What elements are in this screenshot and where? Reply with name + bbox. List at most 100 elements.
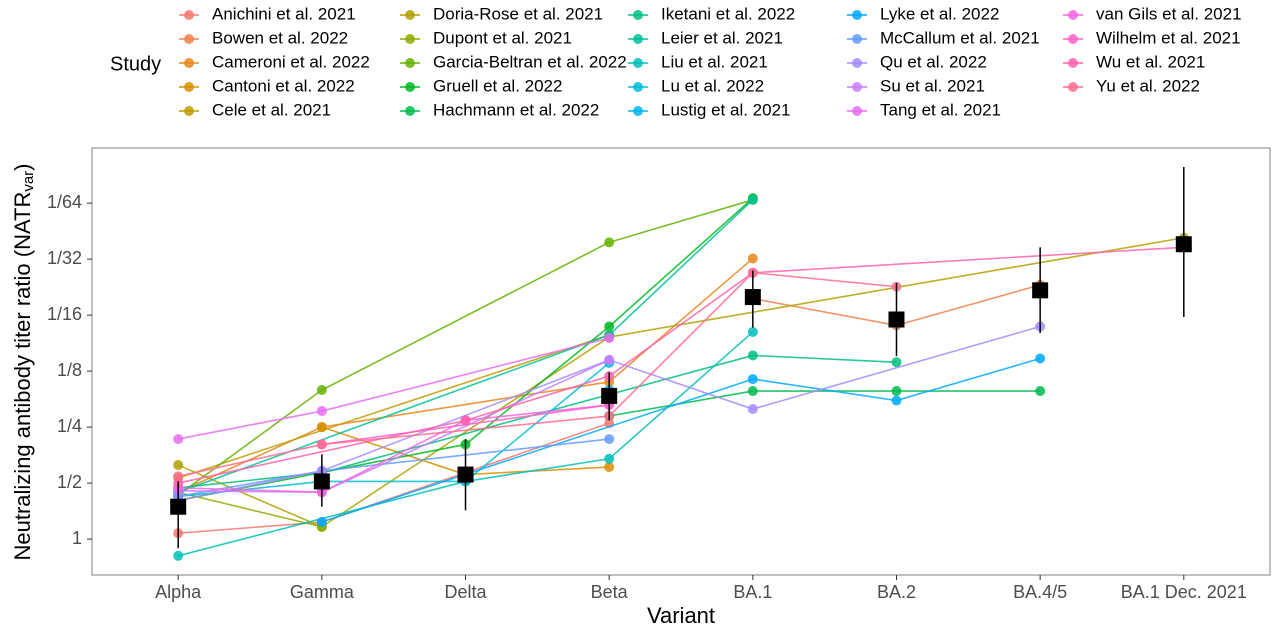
series-segment	[608, 331, 754, 460]
data-point	[891, 386, 902, 397]
y-tick-label: 1/16	[47, 304, 82, 324]
legend-label: Cameroni et al. 2022	[212, 52, 370, 71]
legend-marker	[1068, 10, 1078, 20]
data-point	[604, 434, 615, 445]
data-point	[891, 357, 902, 368]
series-segment	[465, 325, 610, 446]
legend-marker	[184, 106, 194, 116]
y-tick-label: 1/8	[57, 360, 82, 380]
y-tick-label: 1/4	[57, 416, 82, 436]
legend-marker	[852, 82, 862, 92]
legend-marker	[852, 106, 862, 116]
legend-marker	[405, 34, 415, 44]
data-point	[173, 471, 184, 482]
legend-marker	[184, 10, 194, 20]
legend-label: Wu et al. 2021	[1096, 52, 1205, 71]
series-segment	[178, 419, 466, 484]
legend-label: Su et al. 2021	[880, 76, 985, 95]
data-point	[316, 439, 327, 450]
legend-label: Garcia-Beltran et al. 2022	[433, 52, 627, 71]
data-point	[1035, 353, 1046, 364]
series-segment	[752, 354, 897, 364]
data-point	[604, 355, 615, 366]
legend-label: Cantoni et al. 2022	[212, 76, 355, 95]
series-segment	[321, 241, 610, 391]
legend-marker	[633, 106, 643, 116]
legend-marker	[633, 34, 643, 44]
legend-label: Iketani et al. 2022	[661, 4, 795, 23]
series-segment	[752, 325, 1041, 410]
legend-label: Liu et al. 2021	[661, 52, 768, 71]
legend-label: Dupont et al. 2021	[433, 28, 572, 47]
plot-panel	[91, 147, 1271, 576]
y-axis-label-sub: var	[20, 171, 37, 192]
legend-marker	[184, 34, 194, 44]
legend-label: Hachmann et al. 2022	[433, 100, 599, 119]
legend-marker	[633, 82, 643, 92]
legend-marker	[405, 10, 415, 20]
series-segment	[177, 464, 323, 528]
summary-mean	[601, 387, 618, 404]
x-tick-label: Beta	[591, 582, 629, 602]
legend-marker	[1068, 58, 1078, 68]
y-tick-label: 1	[72, 528, 82, 548]
series-segment	[178, 521, 322, 535]
series-segment	[321, 336, 610, 528]
summary-mean	[1175, 236, 1192, 253]
series-segment	[608, 257, 754, 383]
x-tick-label: Delta	[444, 582, 487, 602]
series-segment	[752, 378, 897, 402]
series-segment	[178, 470, 323, 502]
legend-marker	[405, 82, 415, 92]
series-segment	[608, 199, 754, 336]
data-point	[747, 350, 758, 361]
series-segment	[177, 389, 323, 496]
x-tick-label: BA.2	[877, 582, 916, 602]
data-point	[747, 374, 758, 385]
series-segment	[608, 272, 754, 377]
legend-label: Qu et al. 2022	[880, 52, 987, 71]
series-segment	[177, 334, 610, 493]
y-tick-label: 1/64	[47, 192, 82, 212]
data-point	[604, 453, 615, 464]
legend-label: Doria-Rose et al. 2021	[433, 4, 603, 23]
legend-label: McCallum et al. 2021	[880, 28, 1040, 47]
y-tick-label: 1/2	[57, 472, 82, 492]
series-segment	[178, 443, 323, 478]
legend-label: Lustig et al. 2021	[661, 100, 790, 119]
data-point	[747, 404, 758, 415]
summary-mean	[1032, 282, 1049, 299]
legend-label: Bowen et al. 2022	[212, 28, 348, 47]
legend-marker	[852, 34, 862, 44]
series-segment	[608, 199, 754, 244]
data-point	[173, 550, 184, 561]
series-segment	[321, 378, 754, 523]
series-segment	[178, 491, 323, 528]
series-segment	[608, 359, 754, 410]
legend-label: Cele et al. 2021	[212, 100, 331, 119]
legend-label: Anichini et al. 2021	[212, 4, 356, 23]
y-axis-label: Neutralizing antibody titer ratio (NATRv…	[10, 163, 37, 560]
series-segment	[465, 457, 610, 483]
series-segment	[178, 410, 323, 440]
legend-marker	[852, 58, 862, 68]
legend-marker	[405, 58, 415, 68]
series-segment	[752, 246, 1184, 274]
series-segment	[896, 357, 1041, 402]
legend-label: Lu et al. 2022	[661, 76, 764, 95]
x-axis-label: Variant	[647, 603, 715, 628]
data-point	[316, 406, 327, 417]
x-tick-label: Alpha	[155, 582, 202, 602]
legend-marker	[184, 82, 194, 92]
data-point	[747, 253, 758, 264]
data-point	[173, 460, 184, 471]
summary-mean	[313, 473, 330, 490]
legend-label: Wilhelm et al. 2021	[1096, 28, 1241, 47]
legend-label: Lyke et al. 2022	[880, 4, 999, 23]
x-tick-label: BA.1	[733, 582, 772, 602]
data-point	[604, 333, 615, 344]
data-point	[747, 386, 758, 397]
y-axis-label-main: Neutralizing antibody titer ratio (NATR	[10, 192, 35, 561]
data-point	[604, 462, 615, 473]
